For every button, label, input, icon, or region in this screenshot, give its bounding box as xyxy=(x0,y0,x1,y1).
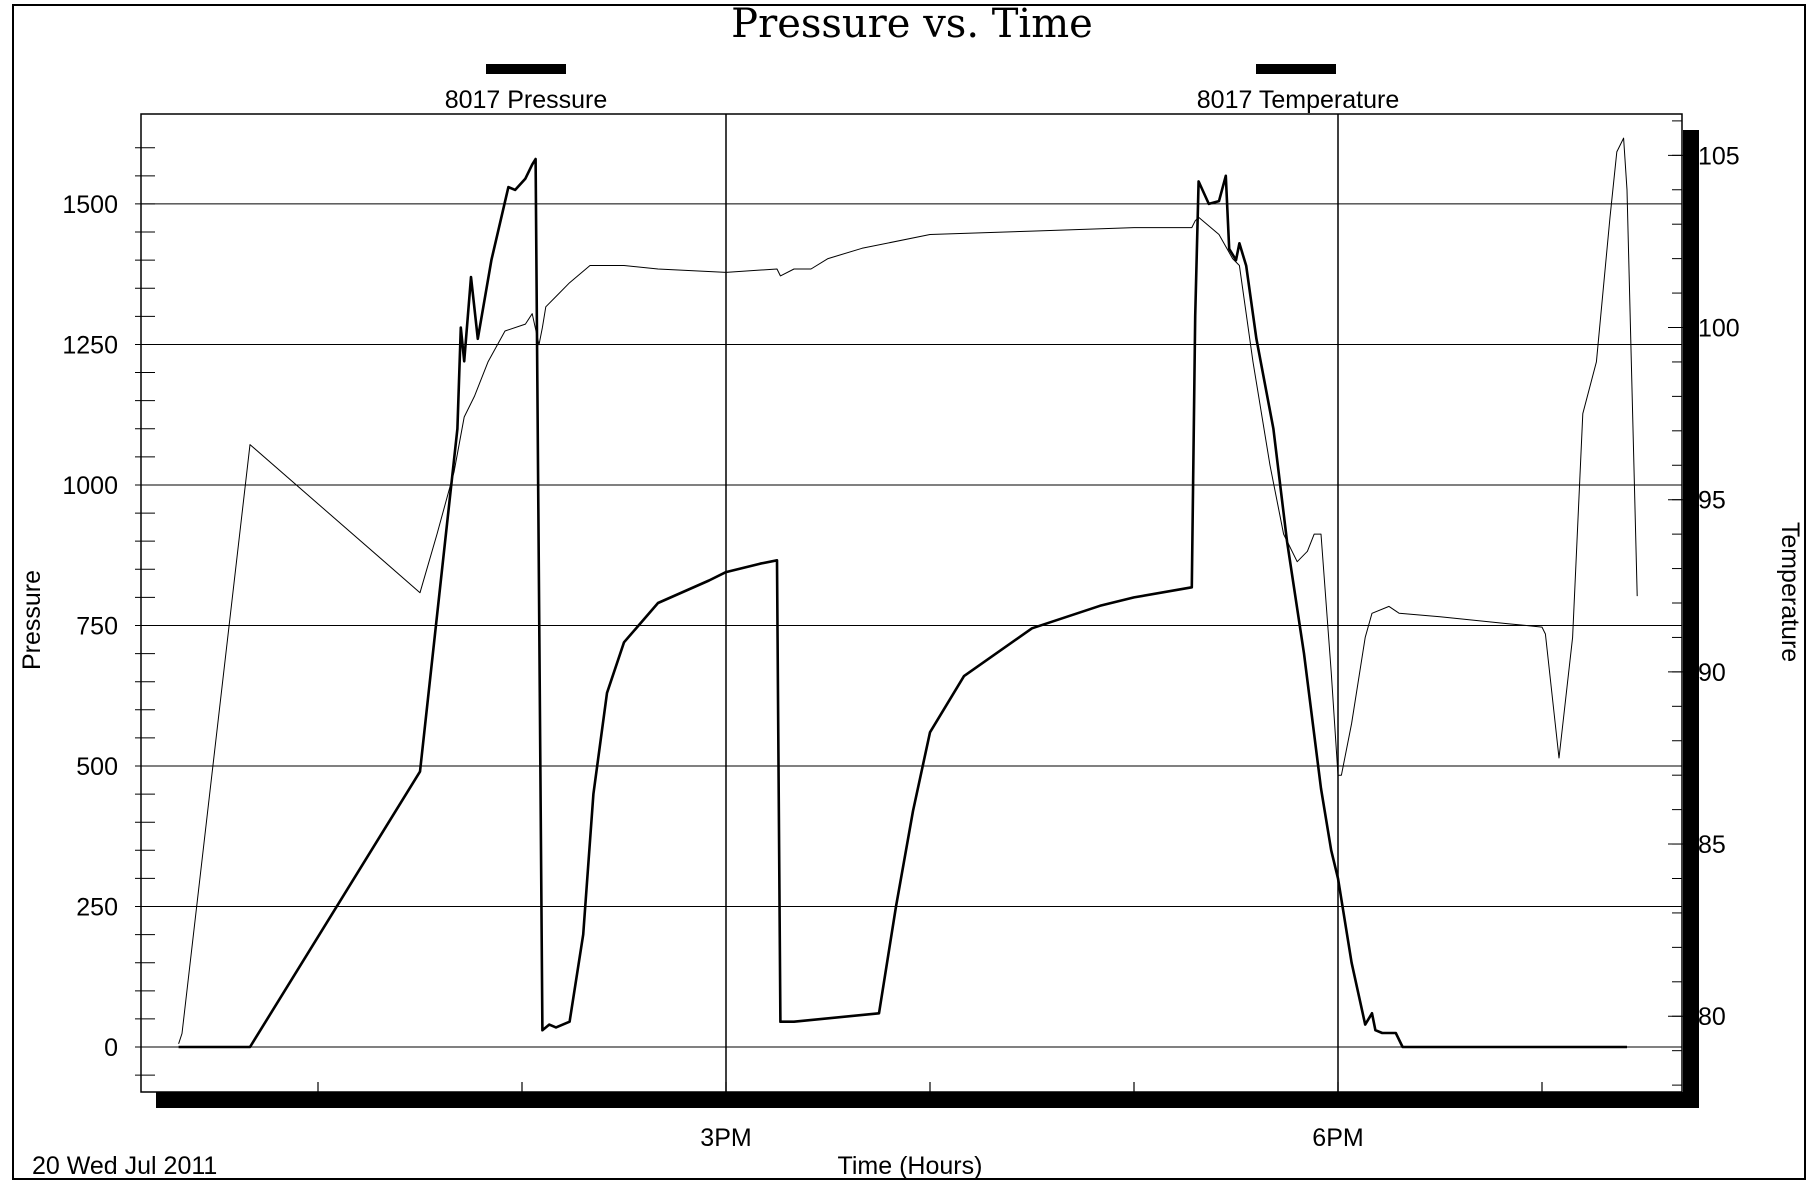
x-tick-label: 3PM xyxy=(700,1124,751,1152)
plot-shadow-right xyxy=(1683,130,1699,1108)
x-tick-label: 6PM xyxy=(1312,1124,1363,1152)
chart-title: Pressure vs. Time xyxy=(731,1,1093,47)
y2-tick-label: 95 xyxy=(1698,487,1726,515)
x-axis-label: Time (Hours) xyxy=(838,1152,983,1180)
y-tick-label: 0 xyxy=(104,1034,118,1062)
plot-shadow-bottom xyxy=(156,1092,1699,1108)
y2-tick-label: 100 xyxy=(1698,315,1740,343)
y2-axis-label: Temperature xyxy=(1776,522,1804,662)
y-tick-label: 1250 xyxy=(62,331,118,359)
y-tick-label: 1000 xyxy=(62,472,118,500)
chart-frame xyxy=(12,4,1806,1180)
series-line-pressure xyxy=(178,157,1627,1049)
series-line-temperature xyxy=(178,137,1638,1044)
y-tick-label: 500 xyxy=(76,753,118,781)
y2-tick-label: 90 xyxy=(1698,659,1726,687)
y-tick-label: 250 xyxy=(76,894,118,922)
legend-swatch-pressure xyxy=(486,64,566,74)
legend-label-temperature: 8017 Temperature xyxy=(1197,86,1399,114)
grid-lines xyxy=(141,114,1682,1092)
date-label: 20 Wed Jul 2011 xyxy=(32,1152,217,1180)
y2-tick-label: 85 xyxy=(1698,831,1726,859)
legend-label-pressure: 8017 Pressure xyxy=(445,86,608,114)
legend-swatch-temperature xyxy=(1256,64,1336,74)
y-tick-label: 1500 xyxy=(62,191,118,219)
plot-area xyxy=(140,113,1683,1093)
y-axis-label: Pressure xyxy=(18,570,46,670)
series-lines xyxy=(178,137,1638,1049)
y2-tick-label: 80 xyxy=(1698,1003,1726,1031)
y2-tick-label: 105 xyxy=(1698,142,1740,170)
y-tick-label: 750 xyxy=(76,612,118,640)
axes: 0 250 500 750 1000 1250 1500 80 85 90 95 100 105 3PM 6… xyxy=(62,120,1740,1152)
